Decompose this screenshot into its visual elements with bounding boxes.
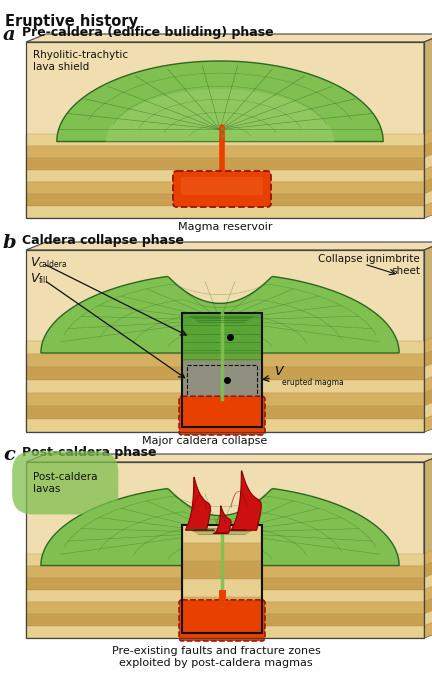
Bar: [182, 313, 262, 427]
Bar: [183, 597, 261, 615]
Polygon shape: [41, 488, 399, 566]
Bar: [26, 590, 424, 602]
FancyBboxPatch shape: [181, 177, 263, 195]
Polygon shape: [424, 398, 432, 419]
Text: Major caldera collapse: Major caldera collapse: [143, 436, 268, 446]
Bar: [182, 525, 262, 633]
Polygon shape: [26, 242, 432, 250]
Bar: [187, 365, 257, 398]
Polygon shape: [185, 477, 215, 530]
Text: Post-caldera phase: Post-caldera phase: [22, 446, 156, 459]
Polygon shape: [424, 198, 432, 218]
Text: a: a: [3, 26, 16, 44]
Bar: [26, 206, 424, 218]
Bar: [26, 367, 424, 380]
Polygon shape: [424, 594, 432, 614]
Polygon shape: [106, 89, 334, 142]
Bar: [26, 380, 424, 393]
Polygon shape: [424, 333, 432, 354]
Polygon shape: [424, 162, 432, 182]
Polygon shape: [213, 506, 231, 533]
FancyBboxPatch shape: [173, 171, 271, 207]
FancyBboxPatch shape: [179, 396, 265, 435]
Bar: [183, 361, 261, 402]
Bar: [26, 354, 424, 367]
Text: caldera: caldera: [39, 260, 68, 269]
Bar: [26, 614, 424, 626]
Bar: [26, 134, 424, 146]
Text: Eruptive history: Eruptive history: [5, 14, 138, 29]
Polygon shape: [424, 454, 432, 638]
Bar: [26, 42, 424, 218]
Text: c: c: [3, 446, 15, 464]
Polygon shape: [41, 277, 399, 353]
Bar: [26, 393, 424, 406]
Polygon shape: [424, 582, 432, 602]
Polygon shape: [424, 138, 432, 158]
Text: Caldera collapse phase: Caldera collapse phase: [22, 234, 184, 247]
Bar: [26, 146, 424, 158]
Bar: [183, 615, 261, 633]
Text: V: V: [274, 365, 283, 378]
Bar: [26, 182, 424, 194]
Bar: [26, 553, 424, 566]
Bar: [26, 194, 424, 206]
Bar: [26, 626, 424, 638]
Bar: [183, 579, 261, 597]
Polygon shape: [424, 618, 432, 638]
Polygon shape: [221, 471, 261, 530]
Text: Collapse ignimbrite
sheet: Collapse ignimbrite sheet: [318, 254, 420, 275]
Bar: [183, 561, 261, 579]
Text: Post-caldera
lavas: Post-caldera lavas: [33, 472, 98, 494]
Polygon shape: [424, 372, 432, 393]
Polygon shape: [26, 34, 432, 42]
Polygon shape: [424, 606, 432, 626]
Polygon shape: [424, 125, 432, 146]
Polygon shape: [26, 454, 432, 462]
Bar: [26, 419, 424, 432]
Polygon shape: [424, 359, 432, 380]
Bar: [26, 577, 424, 590]
Polygon shape: [424, 174, 432, 194]
Text: V: V: [30, 256, 38, 269]
Polygon shape: [424, 385, 432, 406]
Bar: [26, 462, 424, 638]
Polygon shape: [57, 61, 383, 142]
Bar: [26, 406, 424, 419]
Polygon shape: [424, 186, 432, 206]
Bar: [26, 566, 424, 577]
Bar: [183, 543, 261, 561]
FancyBboxPatch shape: [179, 600, 265, 641]
Bar: [26, 602, 424, 614]
Polygon shape: [424, 545, 432, 566]
Polygon shape: [424, 346, 432, 367]
Bar: [26, 158, 424, 170]
Text: fill: fill: [39, 276, 48, 285]
Text: Pre-caldera (edifice buliding) phase: Pre-caldera (edifice buliding) phase: [22, 26, 273, 39]
Text: Magma reservoir: Magma reservoir: [178, 222, 272, 232]
Bar: [26, 42, 424, 218]
Polygon shape: [424, 411, 432, 432]
Bar: [26, 250, 424, 432]
Bar: [26, 462, 424, 638]
Text: V: V: [30, 272, 38, 285]
Bar: [26, 250, 424, 432]
Bar: [183, 314, 261, 361]
Text: erupted magma: erupted magma: [282, 378, 344, 387]
Text: Rhyolitic-trachytic
lava shield: Rhyolitic-trachytic lava shield: [33, 50, 128, 72]
Polygon shape: [424, 34, 432, 218]
Polygon shape: [424, 242, 432, 432]
Bar: [26, 341, 424, 354]
Bar: [183, 525, 261, 543]
Text: b: b: [3, 234, 16, 252]
Polygon shape: [424, 149, 432, 170]
Polygon shape: [424, 570, 432, 590]
Text: Pre-existing faults and fracture zones
exploited by post-caldera magmas: Pre-existing faults and fracture zones e…: [111, 646, 321, 668]
Polygon shape: [424, 558, 432, 577]
Bar: [26, 170, 424, 182]
